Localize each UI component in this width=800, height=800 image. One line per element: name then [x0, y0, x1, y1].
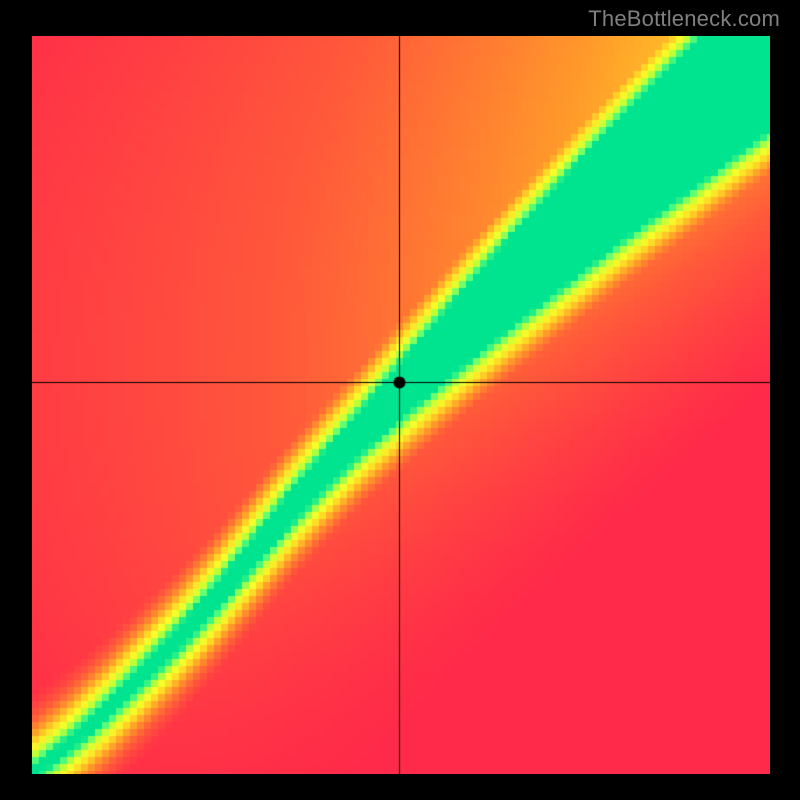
- bottleneck-heatmap: [32, 36, 770, 774]
- watermark-text: TheBottleneck.com: [588, 6, 780, 32]
